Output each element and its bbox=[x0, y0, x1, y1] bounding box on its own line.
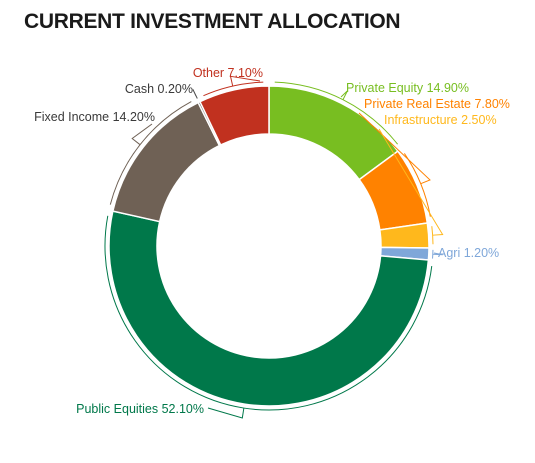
leader-line-cash bbox=[192, 89, 198, 99]
leader-bracket-other bbox=[203, 81, 264, 97]
label-private-real-estate: Private Real Estate 7.80% bbox=[364, 97, 510, 111]
label-fixed-income: Fixed Income 14.20% bbox=[34, 110, 155, 124]
label-private-equity: Private Equity 14.90% bbox=[346, 81, 469, 95]
leader-bracket-private-equity bbox=[274, 81, 398, 145]
leader-bracket-public-equities bbox=[104, 215, 433, 411]
label-other: Other 7.10% bbox=[193, 66, 263, 80]
leader-bracket-fixed-income bbox=[109, 101, 192, 205]
label-agri: Agri 1.20% bbox=[438, 246, 499, 260]
leader-line-fixed-income bbox=[131, 123, 153, 146]
leader-line-private-equity bbox=[340, 90, 348, 100]
leader-line-infrastructure bbox=[378, 128, 444, 236]
label-public-equities: Public Equities 52.10% bbox=[76, 402, 204, 416]
slice-other bbox=[198, 85, 270, 146]
slice-public-equities bbox=[108, 210, 430, 407]
label-cash: Cash 0.20% bbox=[125, 82, 193, 96]
leader-line-other bbox=[229, 75, 261, 87]
label-infrastructure: Infrastructure 2.50% bbox=[384, 113, 497, 127]
leader-line-public-equities bbox=[207, 407, 245, 419]
chart-title: CURRENT INVESTMENT ALLOCATION bbox=[24, 10, 401, 33]
leader-line-agri bbox=[432, 252, 443, 256]
